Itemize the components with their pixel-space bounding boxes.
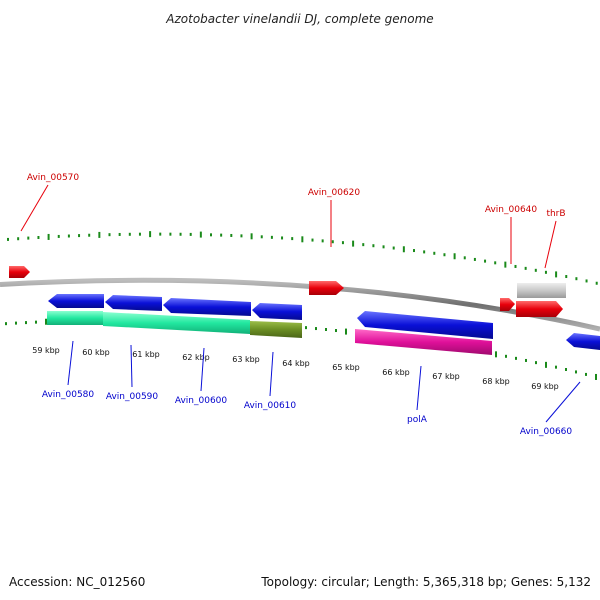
accession-text: Accession: NC_012560 — [9, 575, 145, 589]
gene-avin-00640[interactable] — [517, 283, 566, 298]
reverse-strand-features — [48, 294, 600, 350]
gene-label-avin-00590[interactable]: Avin_00590 — [106, 392, 159, 402]
feature-bar-magenta[interactable] — [355, 329, 492, 355]
gene-avin-00580[interactable] — [48, 294, 104, 308]
gene-avin-00590[interactable] — [105, 295, 162, 311]
gene-avin-00630[interactable] — [500, 298, 515, 311]
feature-bar-green-1[interactable] — [47, 311, 103, 325]
gene-avin-00660[interactable] — [566, 333, 600, 350]
scale-label: 59 kbp — [32, 346, 60, 355]
map-title: Azotobacter vinelandii DJ, complete geno… — [165, 12, 433, 26]
gene-labels: Avin_00570 Avin_00620 Avin_00640 thrB Avin_0… — [20, 173, 581, 437]
leader-line-avin-00590 — [130, 344, 133, 388]
gene-label-avin-00570[interactable]: Avin_00570 — [27, 173, 80, 183]
scale-labels: 59 kbp 60 kbp 61 kbp 62 kbp 63 kbp 64 kbp 65 k… — [32, 346, 559, 391]
gene-label-avin-00580[interactable]: Avin_00580 — [42, 390, 95, 400]
gene-label-avin-00620[interactable]: Avin_00620 — [308, 188, 361, 198]
leader-line-pola — [416, 365, 422, 411]
genome-summary-text: Topology: circular; Length: 5,365,318 bp… — [260, 575, 591, 589]
gene-thrb[interactable] — [516, 301, 563, 317]
scale-label: 63 kbp — [232, 355, 260, 364]
scale-label: 69 kbp — [531, 382, 559, 391]
feature-bar-green-2[interactable] — [103, 312, 250, 334]
scale-label: 67 kbp — [432, 372, 460, 381]
scale-label: 61 kbp — [132, 350, 160, 359]
gene-avin-00620[interactable] — [309, 281, 344, 295]
gene-label-avin-00660[interactable]: Avin_00660 — [520, 427, 573, 437]
leader-line-thrb — [544, 220, 557, 269]
gene-label-avin-00610[interactable]: Avin_00610 — [244, 401, 297, 411]
gene-pola[interactable] — [357, 311, 493, 339]
gene-avin-00600[interactable] — [163, 298, 251, 316]
forward-strand-features — [9, 266, 566, 317]
scale-label: 60 kbp — [82, 348, 110, 357]
gene-avin-00570[interactable] — [9, 266, 30, 278]
leader-line-avin-00600 — [200, 347, 205, 392]
scale-label: 65 kbp — [332, 363, 360, 372]
gene-label-avin-00600[interactable]: Avin_00600 — [175, 396, 228, 406]
leader-line-avin-00570 — [20, 184, 49, 232]
leader-line-avin-00580 — [67, 340, 74, 386]
scale-label: 64 kbp — [282, 359, 310, 368]
gene-label-pola[interactable]: polA — [407, 415, 428, 425]
gene-label-avin-00640[interactable]: Avin_00640 — [485, 205, 538, 215]
gene-label-thrb[interactable]: thrB — [546, 209, 565, 219]
scale-label: 66 kbp — [382, 368, 410, 377]
outer-tick-track — [7, 231, 598, 285]
leader-line-avin-00660 — [545, 381, 581, 423]
scale-label: 68 kbp — [482, 377, 510, 386]
feature-bar-olive[interactable] — [250, 321, 302, 338]
leader-line-avin-00610 — [269, 351, 274, 397]
gene-avin-00610[interactable] — [252, 303, 302, 320]
feature-bars — [47, 311, 492, 355]
scale-label: 62 kbp — [182, 353, 210, 362]
